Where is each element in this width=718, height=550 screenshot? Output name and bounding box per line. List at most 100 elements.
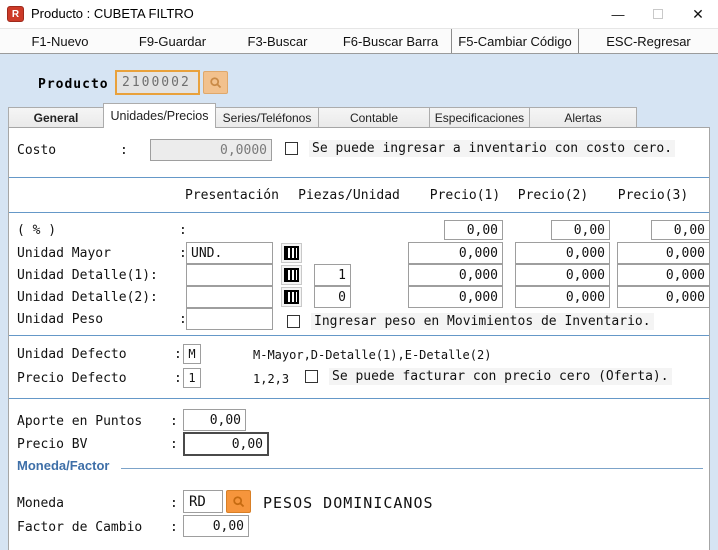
tab-general[interactable]: General	[8, 107, 104, 127]
barcode-icon	[284, 268, 299, 282]
precio-defecto-label: Precio Defecto	[17, 371, 127, 386]
aporte-puntos-label: Aporte en Puntos	[17, 414, 143, 429]
precio-cero-checkbox-label: Se puede facturar con precio cero (Ofert…	[329, 368, 672, 385]
aporte-puntos-colon: :	[170, 414, 178, 429]
moneda-code-field[interactable]: RD	[183, 490, 223, 513]
precio-bv-colon: :	[170, 437, 178, 452]
header-piezas-unidad: Piezas/Unidad	[298, 188, 400, 203]
unidad-peso-label: Unidad Peso	[17, 312, 104, 327]
factor-cambio-colon: :	[170, 520, 178, 535]
close-button[interactable]: ✕	[692, 5, 704, 22]
app-icon: R	[7, 6, 24, 22]
unidad-detalle1-precio1-field[interactable]: 0,000	[408, 264, 503, 286]
unidad-detalle2-barcode-button[interactable]	[281, 287, 302, 307]
unidad-detalle1-piezas-field[interactable]: 1	[314, 264, 351, 286]
unidad-detalle1-precio2-field[interactable]: 0,000	[515, 264, 610, 286]
toolbar-f3-buscar[interactable]: F3-Buscar	[247, 33, 308, 49]
search-icon	[209, 76, 221, 88]
moneda-name: PESOS DOMINICANOS	[263, 494, 434, 512]
window-title: Producto : CUBETA FILTRO	[31, 6, 194, 21]
precio-defecto-hint: 1,2,3	[253, 372, 290, 386]
percent-row-colon: :	[179, 223, 187, 238]
costo-cero-checkbox-label: Se puede ingresar a inventario con costo…	[309, 140, 676, 157]
costo-field[interactable]: 0,0000	[150, 139, 272, 161]
unidad-mayor-precio3-field[interactable]: 0,000	[617, 242, 710, 264]
unidad-mayor-presentacion-field[interactable]: UND.	[186, 242, 273, 264]
costo-colon: :	[120, 143, 128, 158]
maximize-button	[638, 0, 678, 28]
aporte-puntos-field[interactable]: 0,00	[183, 409, 246, 431]
toolbar-esc-regresar[interactable]: ESC-Regresar	[578, 29, 718, 53]
title-bar: R Producto : CUBETA FILTRO — ✕	[0, 0, 718, 28]
unidad-mayor-label: Unidad Mayor	[17, 246, 111, 261]
precio-defecto-colon: :	[174, 371, 182, 386]
barcode-icon	[284, 246, 299, 260]
unidad-defecto-hint: M-Mayor,D-Detalle(1),E-Detalle(2)	[253, 348, 492, 362]
tab-unidades-precios[interactable]: Unidades/Precios	[103, 103, 216, 128]
unidad-mayor-barcode-button[interactable]	[281, 243, 302, 263]
function-key-toolbar: F1-Nuevo F9-Guardar F3-Buscar F6-Buscar …	[0, 28, 718, 54]
separator-line	[9, 335, 709, 336]
search-icon	[232, 495, 244, 507]
unidad-defecto-colon: :	[174, 347, 182, 362]
unidad-detalle1-presentacion-field[interactable]	[186, 264, 273, 286]
header-precio-2: Precio(2)	[517, 188, 589, 203]
unidad-detalle2-piezas-field[interactable]: 0	[314, 286, 351, 308]
unidad-detalle2-label: Unidad Detalle(2):	[17, 290, 158, 305]
unidad-mayor-colon: :	[179, 246, 187, 261]
moneda-factor-section-title: Moneda/Factor	[17, 458, 110, 473]
precio-bv-label: Precio BV	[17, 437, 88, 452]
unidad-detalle2-precio2-field[interactable]: 0,000	[515, 286, 610, 308]
maximize-icon	[653, 9, 663, 19]
separator-line	[9, 212, 709, 213]
costo-cero-checkbox[interactable]	[285, 142, 298, 155]
barcode-icon	[284, 290, 299, 304]
unidad-peso-presentacion-field[interactable]	[186, 308, 273, 330]
product-code-field[interactable]: 2100002	[115, 70, 200, 95]
separator-line	[9, 398, 709, 399]
precio-cero-checkbox[interactable]	[305, 370, 318, 383]
unidad-detalle2-presentacion-field[interactable]	[186, 286, 273, 308]
tab-especificaciones[interactable]: Especificaciones	[429, 107, 530, 127]
minimize-button[interactable]: —	[611, 6, 625, 22]
header-precio-1: Precio(1)	[429, 188, 501, 203]
peso-movimientos-checkbox[interactable]	[287, 315, 300, 328]
peso-movimientos-checkbox-label: Ingresar peso en Movimientos de Inventar…	[311, 313, 654, 330]
unidad-mayor-precio2-field[interactable]: 0,000	[515, 242, 610, 264]
unidad-detalle1-label: Unidad Detalle(1):	[17, 268, 158, 283]
factor-cambio-label: Factor de Cambio	[17, 520, 143, 535]
tab-alertas[interactable]: Alertas	[529, 107, 637, 127]
unidad-detalle1-barcode-button[interactable]	[281, 265, 302, 285]
product-search-button[interactable]	[203, 71, 228, 94]
moneda-search-button[interactable]	[226, 490, 251, 513]
percent-2-field[interactable]: 0,00	[551, 220, 610, 240]
unidad-defecto-field[interactable]: M	[183, 344, 201, 364]
unidad-detalle2-precio1-field[interactable]: 0,000	[408, 286, 503, 308]
unidad-detalle1-precio3-field[interactable]: 0,000	[617, 264, 710, 286]
percent-1-field[interactable]: 0,00	[444, 220, 503, 240]
separator-line	[9, 177, 709, 178]
header-presentacion: Presentación	[185, 188, 279, 203]
precio-defecto-field[interactable]: 1	[183, 368, 201, 388]
percent-3-field[interactable]: 0,00	[651, 220, 710, 240]
section-line	[121, 468, 703, 469]
header-precio-3: Precio(3)	[617, 188, 689, 203]
tab-contable[interactable]: Contable	[318, 107, 430, 127]
toolbar-f1-nuevo[interactable]: F1-Nuevo	[31, 33, 89, 49]
unidades-precios-panel: Costo : 0,0000 Se puede ingresar a inven…	[8, 127, 710, 550]
costo-label: Costo	[17, 143, 57, 158]
moneda-label: Moneda	[17, 496, 64, 511]
toolbar-f5-cambiar-codigo[interactable]: F5-Cambiar Código	[451, 29, 578, 53]
precio-bv-field[interactable]: 0,00	[183, 432, 269, 456]
unidad-mayor-precio1-field[interactable]: 0,000	[408, 242, 503, 264]
tab-series-telefonos[interactable]: Series/Teléfonos	[215, 107, 319, 127]
percent-row-label: ( % )	[17, 223, 57, 238]
factor-cambio-field[interactable]: 0,00	[183, 515, 249, 537]
product-label: Producto :	[38, 77, 127, 92]
unidad-peso-colon: :	[179, 312, 187, 327]
unidad-detalle2-precio3-field[interactable]: 0,000	[617, 286, 710, 308]
moneda-colon: :	[170, 496, 178, 511]
toolbar-f6-buscar-barra[interactable]: F6-Buscar Barra	[342, 33, 439, 49]
toolbar-f9-guardar[interactable]: F9-Guardar	[138, 33, 207, 49]
